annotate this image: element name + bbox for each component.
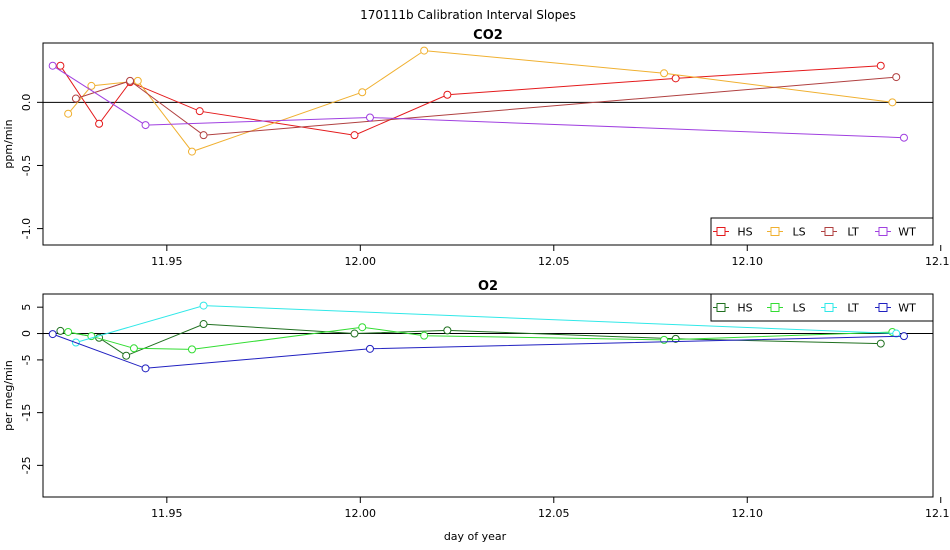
o2-series-wt-point <box>141 364 150 373</box>
co2-x-tick-label: 12.10 <box>732 255 764 268</box>
o2-series-ls-point <box>358 323 367 332</box>
o2-series-lt-point <box>892 329 901 338</box>
co2-series-ls-point <box>358 88 367 97</box>
co2-series-ls-point <box>64 109 73 118</box>
o2-y-tick-label: -15 <box>20 404 33 422</box>
co2-x-tick-label: 12.05 <box>538 255 570 268</box>
co2-series-hs-point <box>195 107 204 116</box>
o2-x-tick-label: 12.00 <box>345 507 377 520</box>
co2-y-tick-label: 0.0 <box>20 94 33 112</box>
co2-series-ls-point <box>87 81 96 90</box>
o2-legend-marker-wt <box>878 303 888 312</box>
o2-series-hs-line <box>60 323 881 357</box>
o2-legend-marker-hs <box>716 303 726 312</box>
co2-series-hs-point <box>350 131 359 140</box>
o2-plot-frame <box>42 293 934 498</box>
co2-series-wt-point <box>48 61 57 70</box>
co2-legend-label-hs: HS <box>737 226 752 239</box>
co2-series-hs-point <box>876 61 885 70</box>
o2-series-ls-point <box>187 345 196 354</box>
o2-series-lt-point <box>199 301 208 310</box>
o2-y-tick-label: -25 <box>20 456 33 474</box>
o2-y-tick-label: -5 <box>20 354 33 365</box>
co2-series-ls-point <box>660 69 669 78</box>
co2-series-lt-point <box>199 131 208 140</box>
co2-series-lt-point <box>71 94 80 103</box>
co2-series-hs-point <box>95 119 104 128</box>
co2-legend-label-ls: LS <box>792 226 805 239</box>
o2-series-hs-point <box>350 329 359 338</box>
co2-y-tick-label: -0.5 <box>20 155 33 176</box>
co2-panel: CO2 ppm/min 11.95 12.00 12.05 12.10 12.15 0.0… <box>2 28 950 268</box>
o2-legend-label-hs: HS <box>737 302 752 315</box>
o2-series-ls-line <box>68 326 893 350</box>
figure-title: 170111b Calibration Interval Slopes <box>360 8 576 22</box>
co2-series-ls-point <box>420 46 429 55</box>
o2-panel: O2 per meg/min 11.95 12.00 12.05 12.10 12.1 5… <box>2 279 950 520</box>
o2-legend-label-wt: WT <box>898 302 916 315</box>
o2-legend-marker-ls <box>770 303 780 312</box>
co2-legend-marker-ls <box>770 227 780 236</box>
o2-x-tick-label: 11.95 <box>151 507 183 520</box>
co2-series-hs-line <box>59 65 881 136</box>
co2-series-wt-point <box>141 121 150 130</box>
o2-series-hs-point <box>443 326 452 335</box>
co2-series-ls-point <box>187 147 196 156</box>
co2-legend-label-wt: WT <box>898 226 916 239</box>
co2-series-lt-point <box>126 76 135 85</box>
co2-series-hs-point <box>443 90 452 99</box>
o2-legend-marker-lt <box>824 303 834 312</box>
co2-x-tick-label: 11.95 <box>151 255 183 268</box>
o2-legend-label-ls: LS <box>792 302 805 315</box>
co2-y-tick-label: -1.0 <box>20 218 33 239</box>
o2-series-wt-point <box>365 344 374 353</box>
co2-legend-marker-hs <box>716 227 726 236</box>
co2-series-ls-point <box>888 98 897 107</box>
co2-x-tick-label: 12.00 <box>345 255 377 268</box>
o2-series-ls-point <box>129 344 138 353</box>
co2-series-hs-point <box>671 74 680 83</box>
o2-x-tick-label: 12.10 <box>732 507 764 520</box>
co2-series-hs-point <box>56 61 65 70</box>
co2-legend-marker-lt <box>824 227 834 236</box>
co2-series-ls-point <box>133 76 142 85</box>
co2-panel-title: CO2 <box>473 28 503 43</box>
x-axis-label: day of year <box>444 530 507 543</box>
co2-series-lt-point <box>892 73 901 82</box>
co2-series-wt-line <box>52 65 905 139</box>
o2-series-wt-point <box>899 332 908 341</box>
co2-plot-frame <box>42 42 934 246</box>
o2-y-axis-label: per meg/min <box>2 360 15 431</box>
co2-legend-label-lt: LT <box>847 226 859 239</box>
o2-series-hs-point <box>199 320 208 329</box>
o2-series-ls-point <box>64 327 73 336</box>
o2-x-tick-label: 12.15 <box>925 507 950 520</box>
o2-series-hs-point <box>671 334 680 343</box>
co2-x-tick-label: 12.15 <box>925 255 950 268</box>
o2-y-tick-label: 5 <box>20 304 33 311</box>
co2-legend-marker-wt <box>878 227 888 236</box>
o2-panel-title: O2 <box>478 279 498 294</box>
o2-series-hs-point <box>122 351 131 360</box>
o2-x-tick-label: 12.05 <box>538 507 570 520</box>
o2-series-hs-point <box>876 339 885 348</box>
co2-series-wt-point <box>365 113 374 122</box>
o2-series-wt-point <box>48 330 57 339</box>
co2-y-axis-label: ppm/min <box>2 119 15 168</box>
o2-y-tick-label: 0 <box>20 330 33 337</box>
co2-series-ls-line <box>67 50 893 153</box>
o2-series-ls-point <box>420 331 429 340</box>
co2-series-lt-line <box>75 76 897 136</box>
co2-series-wt-point <box>899 133 908 142</box>
o2-series-wt-line <box>52 333 905 369</box>
o2-legend-label-lt: LT <box>847 302 859 315</box>
o2-series-hs-point <box>56 326 65 335</box>
